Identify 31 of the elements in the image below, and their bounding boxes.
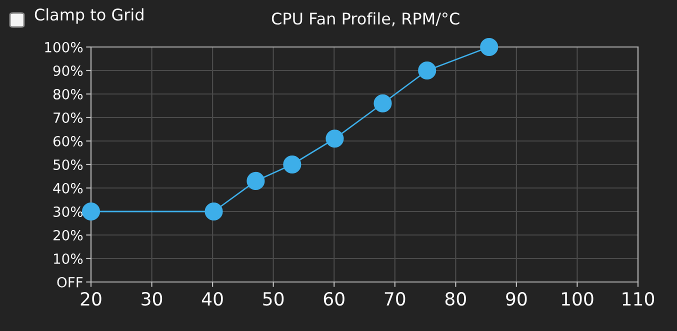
chart-title: CPU Fan Profile, RPM/°C	[272, 12, 460, 26]
y-tick-label: 30%	[54, 206, 83, 217]
x-tick-label: 70	[384, 292, 406, 306]
x-tick-label: 100	[562, 292, 594, 306]
y-tick-label: 20%	[54, 230, 83, 240]
y-tick-label: 70%	[54, 112, 83, 123]
point	[418, 61, 436, 80]
y-tick-label: 60%	[53, 136, 83, 146]
y-tick-label: 80%	[53, 88, 83, 100]
y-tick-label: 100%	[45, 42, 83, 52]
point	[283, 155, 302, 174]
y-tick-label: 10%	[54, 253, 83, 264]
x-tick-label: 30	[142, 292, 162, 306]
point	[326, 130, 344, 148]
y-tick-label: 90%	[53, 65, 83, 76]
point	[204, 202, 223, 221]
x-tick-label: 60	[324, 292, 344, 306]
point	[374, 94, 392, 112]
y-tick-label: 40%	[53, 182, 83, 194]
y-tick-label: 50%	[54, 159, 83, 170]
point	[246, 172, 265, 190]
point	[480, 38, 498, 56]
x-tick-label: 90	[506, 292, 527, 306]
y-tick-label: OFF	[57, 276, 83, 288]
x-tick-label: 80	[445, 292, 466, 306]
x-tick-label: 50	[263, 292, 284, 306]
text: Clamp to Grid	[34, 8, 144, 24]
x-tick-label: 40	[202, 292, 223, 306]
x-tick-label: 110	[622, 292, 654, 306]
x-tick-label: 20	[80, 292, 102, 306]
point	[82, 202, 100, 221]
